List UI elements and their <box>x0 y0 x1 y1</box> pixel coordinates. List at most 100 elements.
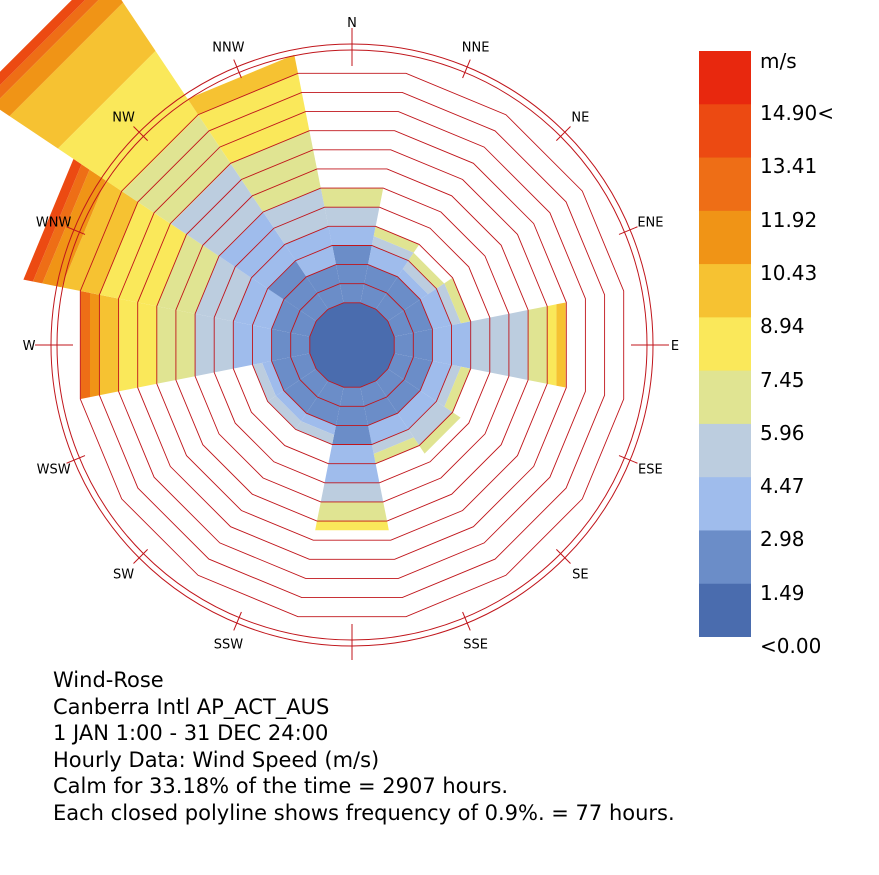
compass-tick-nne <box>462 59 471 79</box>
legend-label: 14.90< <box>760 101 835 125</box>
sector-wnw-bin-3 <box>156 234 219 314</box>
sector-nw-bin-8 <box>0 0 86 86</box>
direction-label-sse: SSE <box>463 637 488 652</box>
compass-tick-wsw <box>66 455 86 464</box>
sector-se-bin-0 <box>375 368 421 414</box>
sector-ese-bin-0 <box>387 353 433 391</box>
sector-ese-bin-3 <box>444 366 471 413</box>
sector-nnw-bin-2 <box>263 188 329 245</box>
sector-sw-bin-1 <box>275 390 307 422</box>
compass-tick-nw <box>133 126 148 141</box>
direction-label-w: W <box>23 339 36 354</box>
direction-label-wsw: WSW <box>37 463 71 478</box>
sector-sse-bin-2 <box>371 429 414 454</box>
sector-se-bin-3 <box>419 412 461 454</box>
sector-ne-bin-0 <box>375 276 421 322</box>
sector-nnw-bin-3 <box>230 130 321 212</box>
sector-wnw-bin-7 <box>32 164 90 284</box>
direction-label-nne: NNE <box>462 41 490 56</box>
sector-e-bin-3 <box>527 306 547 384</box>
direction-label-ene: ENE <box>637 215 663 230</box>
legend-label: 5.96 <box>760 420 805 445</box>
sector-ne-bin-2 <box>402 260 437 295</box>
sector-nw-bin-7 <box>0 0 99 99</box>
legend-unit: m/s <box>760 49 797 73</box>
data-type: Hourly Data: Wind Speed (m/s) <box>53 747 380 772</box>
sector-e-bin-2 <box>470 310 528 380</box>
compass-tick-ssw <box>233 611 242 631</box>
direction-label-n: N <box>347 16 357 31</box>
sector-nnw-bin-5 <box>187 54 299 116</box>
sector-w-bin-7 <box>80 291 90 399</box>
sector-wnw-bin-1 <box>233 277 284 329</box>
legend-swatch <box>699 370 751 425</box>
compass-tick-nnw <box>233 59 242 79</box>
sector-e-bin-4 <box>546 304 557 386</box>
sector-nnw-bin-1 <box>284 226 336 277</box>
legend-swatch <box>699 583 751 637</box>
sector-ssw-bin-0 <box>306 380 344 426</box>
legend-swatch <box>699 317 751 372</box>
sector-s-bin-0 <box>332 387 372 445</box>
sector-n-bin-3 <box>320 188 384 208</box>
compass-tick-sse <box>462 611 471 631</box>
frequency-ring <box>194 187 510 503</box>
frequency-ring <box>252 245 452 445</box>
calm-area <box>309 302 395 388</box>
sector-nw-bin-1 <box>219 212 296 289</box>
sector-ene-bin-3 <box>444 277 471 324</box>
frequency-ring <box>271 264 433 426</box>
legend-label: 4.47 <box>760 474 805 499</box>
legend-label: 2.98 <box>760 527 805 552</box>
sector-wnw-bin-8 <box>23 158 82 282</box>
ring-statement: Each closed polyline shows frequency of … <box>53 800 675 825</box>
legend-swatch <box>699 104 751 159</box>
sector-nw-bin-3 <box>122 115 231 224</box>
sector-nw-bin-0 <box>267 260 329 322</box>
direction-label-ese: ESE <box>638 463 663 478</box>
frequency-ring <box>309 302 395 388</box>
direction-label-nw: NW <box>112 111 135 126</box>
sector-s-bin-4 <box>315 520 389 531</box>
location-name: Canberra Intl AP_ACT_AUS <box>53 694 330 719</box>
sector-ene-bin-2 <box>436 283 461 326</box>
sector-sse-bin-0 <box>360 380 398 426</box>
sector-nne-bin-2 <box>371 236 414 261</box>
sector-s-bin-2 <box>320 482 384 502</box>
sector-wnw-bin-5 <box>61 180 139 295</box>
direction-label-wnw: WNW <box>36 215 72 230</box>
compass-tick-wnw <box>66 226 86 235</box>
sector-ssw-bin-1 <box>301 413 336 435</box>
sector-sw-bin-0 <box>283 368 329 414</box>
sector-ese-bin-2 <box>436 364 461 407</box>
legend-swatch <box>699 477 751 531</box>
sector-wnw-bin-2 <box>195 256 252 322</box>
sector-ene-bin-0 <box>387 299 433 337</box>
compass-tick-sw <box>133 549 148 564</box>
wind-rose-chart: NNNENEENEEESESESSESSSWSWWSWWWNWNWNNW <box>0 0 680 660</box>
direction-label-ne: NE <box>571 111 589 126</box>
sector-nw-bin-4 <box>57 50 199 192</box>
frequency-ring <box>175 168 529 522</box>
direction-label-sw: SW <box>113 567 134 582</box>
sector-se-bin-2 <box>408 401 453 446</box>
compass-tick-ene <box>618 226 638 235</box>
direction-labels: NNNENEENEEESESESSESSSWSWWSWWWNWNWNNW <box>23 16 680 652</box>
sector-nnw-bin-0 <box>306 264 344 310</box>
sector-ssw-bin-2 <box>295 421 335 445</box>
frequency-ring <box>118 111 586 579</box>
legend-label: 11.92 <box>760 207 818 232</box>
sector-nne-bin-0 <box>360 264 398 310</box>
compass-tick-se <box>556 549 571 564</box>
legend-swatch <box>699 210 751 265</box>
sector-s-bin-3 <box>317 501 387 521</box>
sector-w-bin-6 <box>90 292 100 398</box>
legend-label: 13.41 <box>760 154 818 179</box>
legend-label: 7.45 <box>760 367 805 392</box>
sector-ese-bin-1 <box>420 361 452 402</box>
sector-nnw-bin-4 <box>198 73 310 164</box>
frequency-ring <box>290 283 414 407</box>
sector-n-bin-2 <box>324 207 380 227</box>
legend-label: <0.00 <box>760 634 822 658</box>
sector-ene-bin-1 <box>420 288 452 329</box>
